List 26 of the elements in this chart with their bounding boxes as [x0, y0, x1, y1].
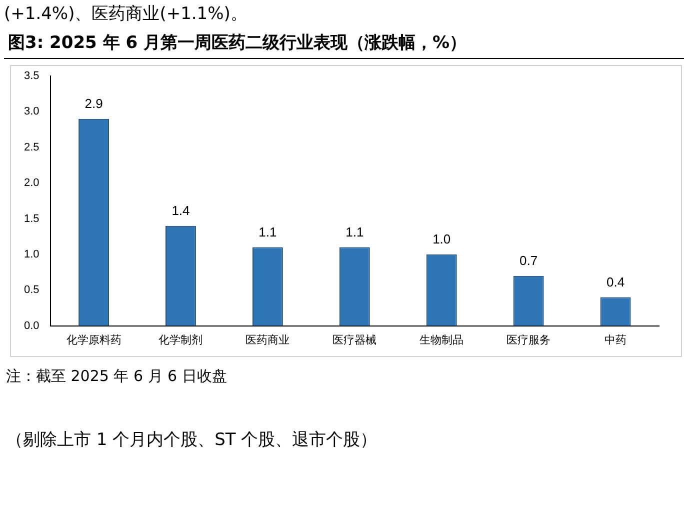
data-label: 1.1 — [346, 224, 364, 240]
data-label: 1.4 — [172, 202, 190, 218]
data-label: 1.1 — [258, 224, 277, 240]
x-tick-label: 医疗器械 — [332, 333, 377, 346]
data-label: 1.0 — [432, 232, 451, 247]
data-label: 2.9 — [84, 96, 103, 111]
y-tick-label: 2.5 — [24, 141, 40, 154]
y-tick-label: 1.5 — [24, 212, 40, 225]
x-tick-label: 医药商业 — [246, 333, 290, 346]
y-tick-label: 3.5 — [24, 70, 40, 82]
x-tick-label: 化学原料药 — [66, 333, 122, 346]
chart-title: 图3: 2025 年 6 月第一周医药二级行业表现（涨跌幅，%） — [4, 27, 684, 59]
text: （剔除上市 1 个月内个股、ST 个股、退市个股） — [5, 429, 378, 452]
x-tick-label: 生物制品 — [420, 333, 464, 346]
text: (+1.4%)、医药商业(+1.1%)。 — [3, 3, 248, 26]
y-tick-label: 0.0 — [24, 320, 40, 332]
y-tick-label: 3.0 — [24, 106, 40, 118]
x-tick-label: 医疗服务 — [506, 333, 551, 346]
y-tick-label: 2.0 — [24, 177, 40, 190]
data-label: 0.4 — [606, 274, 625, 290]
y-tick-label: 1.0 — [24, 248, 40, 260]
x-tick-label: 中药 — [604, 333, 627, 346]
text: 注：截至 2025 年 6 月 6 日收盘 — [5, 366, 228, 386]
x-tick-label: 化学制剂 — [158, 333, 203, 346]
data-label: 0.7 — [520, 252, 538, 268]
y-tick-label: 0.5 — [24, 284, 40, 296]
